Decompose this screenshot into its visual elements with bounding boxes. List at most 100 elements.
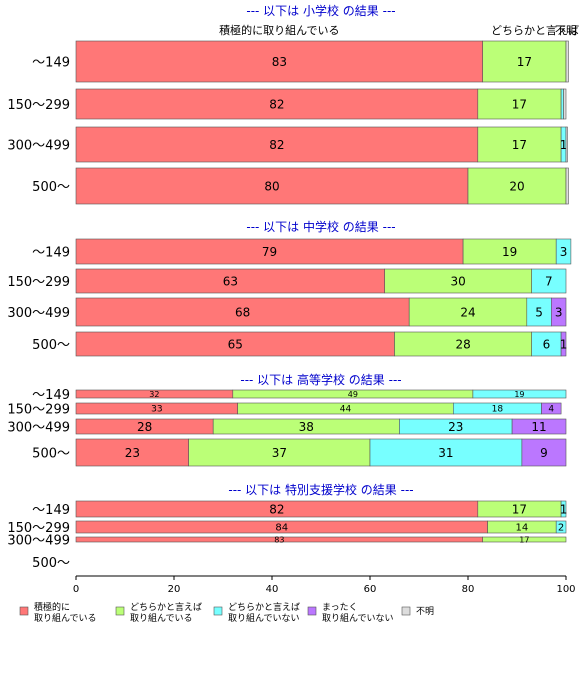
bar-segment — [467, 167, 567, 205]
bar-segment — [369, 438, 523, 467]
x-tick-label: 100 — [556, 584, 575, 595]
bar-segment — [394, 331, 532, 357]
panel-title: --- 以下は 特別支援学校 の結果 --- — [228, 482, 413, 497]
x-tick-label: 40 — [266, 584, 279, 595]
data-label: 4 — [548, 405, 554, 415]
bar-segment — [472, 389, 567, 399]
bar-segment — [75, 126, 479, 163]
bar-segment — [75, 238, 464, 265]
data-label: 32 — [149, 390, 159, 399]
legend-label: まったく取り組んでいない — [322, 602, 394, 624]
row-label: 300～499 — [7, 421, 70, 436]
bar-segment — [565, 40, 569, 83]
bar-segment — [188, 438, 371, 467]
data-label: 83 — [272, 55, 287, 69]
panel-title: --- 以下は 高等学校 の結果 --- — [240, 372, 401, 387]
data-label: 18 — [492, 405, 504, 415]
row-label: 300～499 — [7, 306, 70, 321]
data-label: 19 — [502, 245, 517, 259]
row-label: 500～ — [32, 180, 70, 195]
panel-title: --- 以下は 小学校 の結果 --- — [246, 3, 395, 18]
top-label-unknown: 不明 — [555, 24, 577, 37]
top-label-series-2: どちらかと言えば — [491, 24, 579, 37]
data-label: 20 — [509, 179, 524, 193]
row-label: ～149 — [32, 388, 70, 403]
legend-label: 積極的に取り組んでいる — [34, 601, 97, 624]
x-tick-label: 60 — [364, 584, 377, 595]
row-label: 150～299 — [7, 403, 70, 418]
data-label: 84 — [275, 523, 288, 534]
bar-segment — [563, 88, 567, 120]
bar-segment — [75, 438, 189, 467]
bar-segment — [75, 331, 395, 357]
bar-segment — [565, 126, 568, 163]
bar-segment — [384, 268, 533, 294]
legend-swatch — [115, 606, 125, 616]
data-label: 44 — [340, 405, 352, 415]
x-tick-label: 0 — [73, 584, 79, 595]
data-label: 11 — [531, 420, 546, 434]
x-tick-label: 20 — [168, 584, 181, 595]
bar-segment — [531, 268, 567, 294]
data-label: 23 — [125, 446, 140, 460]
data-label: 31 — [438, 446, 453, 460]
data-label: 17 — [517, 55, 532, 69]
row-label: 500～ — [32, 447, 70, 462]
bar-segment — [511, 418, 567, 435]
bar-segment — [541, 402, 562, 415]
data-label: 68 — [235, 305, 250, 319]
x-tick-label: 80 — [462, 584, 475, 595]
bar-segment — [462, 238, 557, 265]
data-label: 82 — [269, 97, 284, 111]
data-label: 3 — [555, 305, 563, 319]
legend-swatch — [19, 606, 29, 616]
data-label: 6 — [543, 337, 551, 351]
bar-segment — [565, 167, 569, 205]
data-label: 1 — [560, 502, 568, 516]
bar-segment — [408, 297, 528, 327]
bar-segment — [521, 438, 567, 467]
data-label: 63 — [223, 274, 238, 288]
data-label: 65 — [228, 337, 243, 351]
legend-swatch — [213, 606, 223, 616]
bar-segment — [75, 167, 469, 205]
legend-swatch — [401, 606, 411, 616]
data-label: 3 — [560, 245, 568, 259]
bar-segment — [526, 297, 552, 327]
data-label: 28 — [455, 337, 470, 351]
row-label: 300～499 — [7, 534, 70, 549]
bar-segment — [75, 297, 410, 327]
bar-segment — [482, 536, 567, 543]
data-label: 49 — [348, 390, 358, 399]
row-label: ～149 — [32, 56, 70, 71]
row-label: ～149 — [32, 246, 70, 261]
data-label: 38 — [299, 420, 314, 434]
data-label: 82 — [269, 138, 284, 152]
row-label: 500～ — [32, 556, 70, 571]
data-label: 17 — [519, 535, 529, 544]
bar-segment — [75, 268, 386, 294]
legend-label: どちらかと言えば取り組んでいる — [130, 601, 202, 624]
data-label: 1 — [560, 138, 568, 152]
bar-segment — [560, 88, 564, 120]
row-label: 300～499 — [7, 139, 70, 154]
legend-swatch — [307, 606, 317, 616]
data-label: 83 — [274, 535, 284, 544]
data-label: 33 — [151, 405, 162, 415]
data-label: 17 — [512, 138, 527, 152]
row-label: 150～299 — [7, 98, 70, 113]
bar-segment — [555, 520, 567, 534]
data-label: 17 — [512, 97, 527, 111]
bar-segment — [531, 331, 562, 357]
panel-title: --- 以下は 中学校 の結果 --- — [246, 219, 395, 234]
legend-label: どちらかと言えば取り組んでいない — [228, 601, 300, 624]
data-label: 37 — [272, 446, 287, 460]
data-label: 82 — [269, 502, 284, 516]
data-label: 28 — [137, 420, 152, 434]
top-label-series-1: 積極的に取り組んでいる — [219, 23, 339, 37]
bar-segment — [482, 40, 567, 83]
data-label: 1 — [560, 337, 568, 351]
bar-segment — [550, 297, 567, 327]
data-label: 9 — [540, 446, 548, 460]
